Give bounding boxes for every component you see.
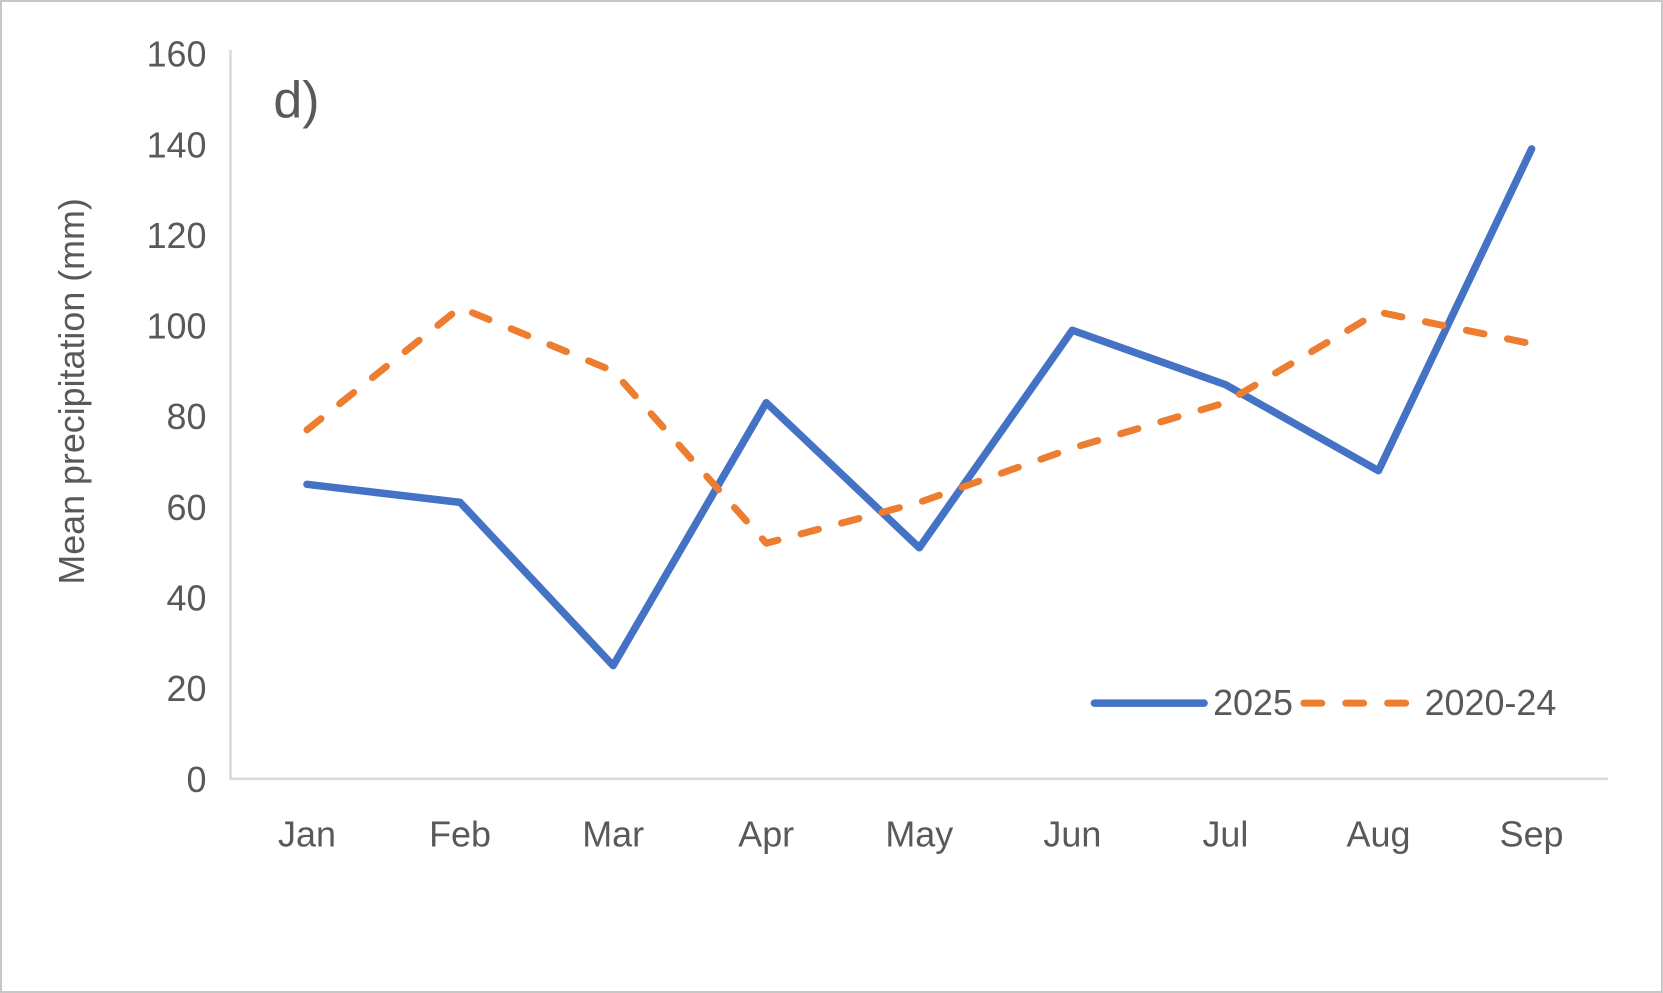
y-tick-label: 160 xyxy=(147,35,207,75)
y-tick-label: 100 xyxy=(147,307,207,347)
y-axis-title: Mean precipitation (mm) xyxy=(52,198,92,584)
figure-label: d) xyxy=(273,71,319,129)
x-tick-label-jan: Jan xyxy=(278,815,336,855)
y-tick-label: 140 xyxy=(147,125,207,165)
x-tick-label-mar: Mar xyxy=(582,815,644,855)
y-tick-label: 0 xyxy=(187,760,207,800)
y-tick-label: 20 xyxy=(167,669,207,709)
x-tick-label-sep: Sep xyxy=(1500,815,1564,855)
x-tick-label-feb: Feb xyxy=(429,815,491,855)
y-tick-label: 80 xyxy=(167,397,207,437)
legend-label-2025: 2025 xyxy=(1213,683,1293,723)
legend-label-2020-24: 2020-24 xyxy=(1425,683,1557,723)
series-line-2025 xyxy=(303,145,1536,670)
x-tick-label-may: May xyxy=(885,815,953,855)
x-tick-label-jul: Jul xyxy=(1202,815,1248,855)
y-tick-label: 40 xyxy=(167,579,207,619)
y-tick-label: 120 xyxy=(147,216,207,256)
x-tick-label-jun: Jun xyxy=(1043,815,1101,855)
x-tick-label-apr: Apr xyxy=(738,815,794,855)
y-tick-label: 60 xyxy=(167,488,207,528)
x-tick-label-aug: Aug xyxy=(1347,815,1411,855)
series-line-2020-24 xyxy=(303,304,1536,547)
